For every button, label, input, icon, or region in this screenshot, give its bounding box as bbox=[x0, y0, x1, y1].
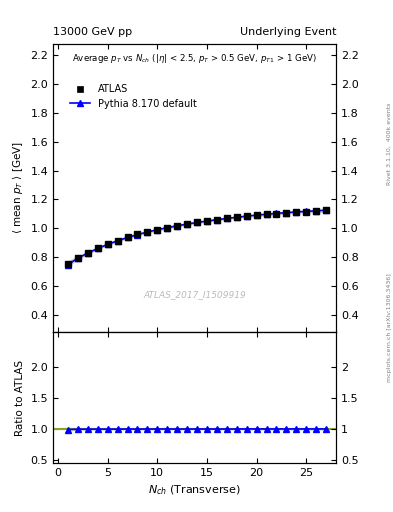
X-axis label: $N_{ch}$ (Transverse): $N_{ch}$ (Transverse) bbox=[148, 484, 241, 497]
Legend: ATLAS, Pythia 8.170 default: ATLAS, Pythia 8.170 default bbox=[66, 80, 200, 113]
Text: mcplots.cern.ch [arXiv:1306.3436]: mcplots.cern.ch [arXiv:1306.3436] bbox=[387, 273, 392, 382]
Text: Rivet 3.1.10,  400k events: Rivet 3.1.10, 400k events bbox=[387, 102, 392, 185]
Text: Average $p_T$ vs $N_{ch}$ ($|\eta|$ < 2.5, $p_T$ > 0.5 GeV, $p_{T1}$ > 1 GeV): Average $p_T$ vs $N_{ch}$ ($|\eta|$ < 2.… bbox=[72, 52, 317, 65]
Text: 13000 GeV pp: 13000 GeV pp bbox=[53, 27, 132, 37]
Y-axis label: Ratio to ATLAS: Ratio to ATLAS bbox=[15, 360, 25, 436]
Text: Underlying Event: Underlying Event bbox=[239, 27, 336, 37]
Text: ATLAS_2017_I1509919: ATLAS_2017_I1509919 bbox=[143, 290, 246, 299]
Y-axis label: $\langle$ mean $p_T$ $\rangle$ [GeV]: $\langle$ mean $p_T$ $\rangle$ [GeV] bbox=[11, 141, 25, 234]
